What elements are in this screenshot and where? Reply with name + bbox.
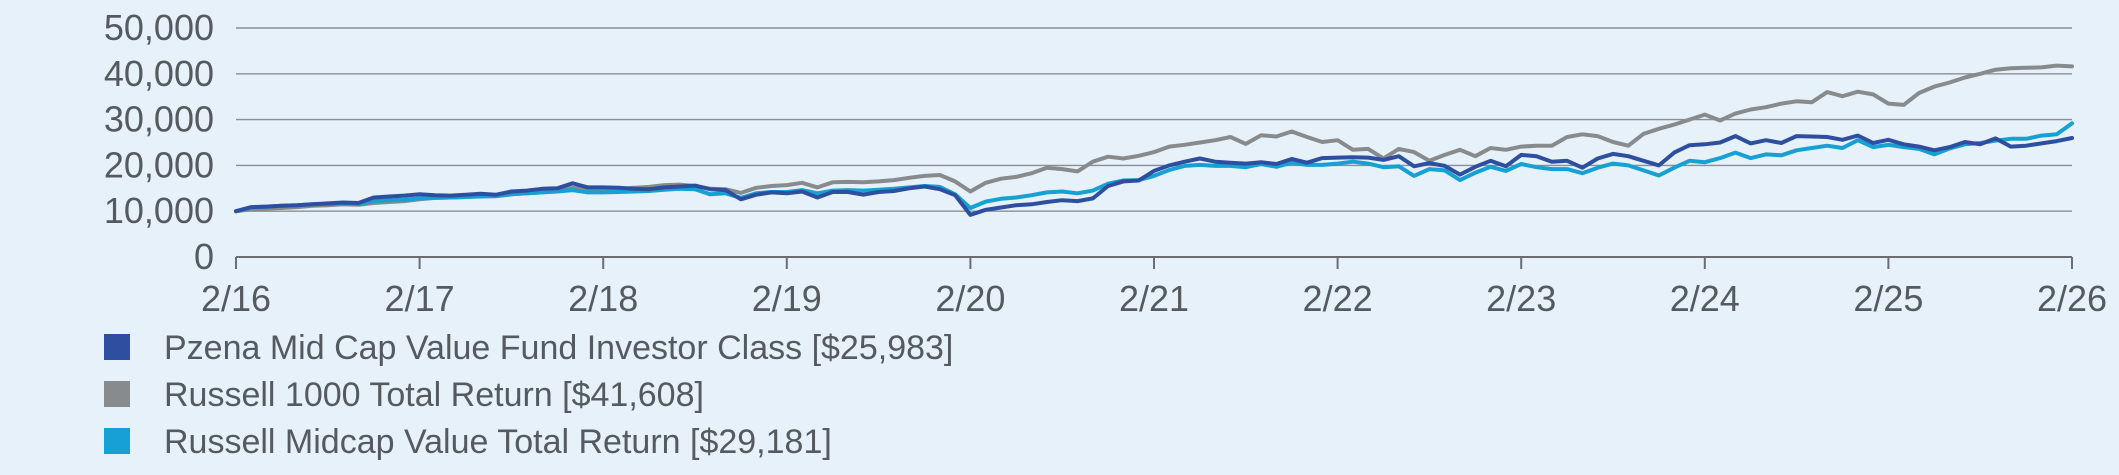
y-tick-label: 0 bbox=[194, 236, 214, 277]
series-line-russell-1000-total-return bbox=[234, 63, 2074, 214]
x-tick-label: 2/19 bbox=[752, 278, 822, 319]
series-line-russell-midcap-value-total-return bbox=[234, 121, 2074, 214]
legend-item: Pzena Mid Cap Value Fund Investor Class … bbox=[104, 329, 953, 367]
series-line-pzena-mid-cap-value-fund-investor-class bbox=[234, 133, 2074, 217]
x-tick-label: 2/21 bbox=[1119, 278, 1189, 319]
legend-swatch bbox=[104, 428, 130, 454]
legend-item: Russell Midcap Value Total Return [$29,1… bbox=[104, 423, 832, 461]
y-tick-label: 20,000 bbox=[104, 144, 214, 185]
x-tick-label: 2/26 bbox=[2037, 278, 2107, 319]
legend-swatch bbox=[104, 381, 130, 407]
y-tick-label: 50,000 bbox=[104, 7, 214, 48]
legend-label: Pzena Mid Cap Value Fund Investor Class … bbox=[164, 329, 953, 367]
legend-item: Russell 1000 Total Return [$41,608] bbox=[104, 376, 704, 414]
x-tick-label: 2/16 bbox=[201, 278, 271, 319]
legend-label: Russell Midcap Value Total Return [$29,1… bbox=[164, 423, 832, 461]
x-tick-label: 2/24 bbox=[1670, 278, 1740, 319]
x-axis: 2/16 2/17 2/18 2/19 2/20 2/21 2/22 2/23 2/24 2/25… bbox=[201, 257, 2107, 319]
x-tick-label: 2/17 bbox=[385, 278, 455, 319]
x-tick-label: 2/25 bbox=[1853, 278, 1923, 319]
legend-label: Russell 1000 Total Return [$41,608] bbox=[164, 376, 704, 414]
legend: Pzena Mid Cap Value Fund Investor Class … bbox=[104, 329, 953, 461]
series-lines bbox=[234, 63, 2074, 217]
x-tick-label: 2/22 bbox=[1303, 278, 1373, 319]
x-tick-label: 2/20 bbox=[935, 278, 1005, 319]
y-tick-label: 10,000 bbox=[104, 190, 214, 231]
gridlines bbox=[236, 27, 2072, 258]
legend-swatch bbox=[104, 334, 130, 360]
x-tick-label: 2/18 bbox=[568, 278, 638, 319]
y-tick-label: 30,000 bbox=[104, 99, 214, 140]
x-tick-label: 2/23 bbox=[1486, 278, 1556, 319]
y-tick-label: 40,000 bbox=[104, 53, 214, 94]
